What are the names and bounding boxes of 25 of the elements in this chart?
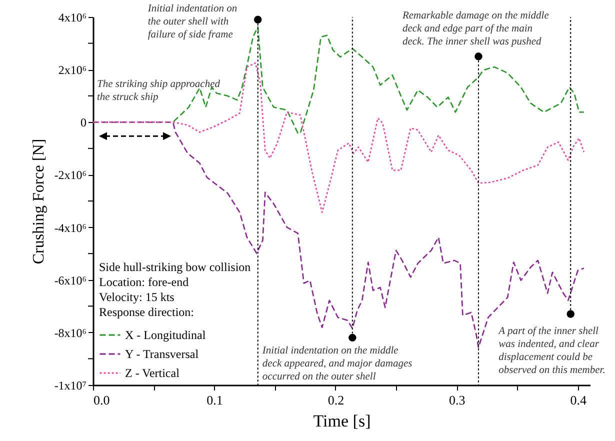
y-tick-label: 0 <box>80 116 86 130</box>
x-tick-label: 0.4 <box>570 392 588 408</box>
x-axis-title: Time [s] <box>313 412 371 430</box>
x-tick-label: 0.0 <box>94 392 110 408</box>
y-tick-label: -8x10⁶ <box>54 326 86 340</box>
legend-label: X - Longitudinal <box>125 328 206 342</box>
x-tick-label: 0.1 <box>206 392 223 408</box>
annotation: Initial indentation on the middle deck appeared, and major damages occurred on the outer shell <box>261 346 412 383</box>
y-tick-label: -4x10⁶ <box>54 220 86 235</box>
y-axis-title: Crushing Force [N] <box>30 138 48 264</box>
legend-label: Z - Vertical <box>125 366 180 380</box>
y-tick-label: 4x10⁶ <box>58 10 86 24</box>
y-tick-label: 2x10⁶ <box>58 63 86 78</box>
annotation: The striking ship approached the struck ship <box>97 79 221 103</box>
legend-title: Side hull-striking bow collision Location: fore-end Velocity: 15 kts Response direction: <box>99 260 251 319</box>
x-tick-label: 0.2 <box>328 392 344 408</box>
x-tick-label: 0.3 <box>449 392 466 408</box>
line-series <box>92 62 585 213</box>
y-tick-label: -2x10⁶ <box>54 168 86 182</box>
annotation: Remarkable damage on the middle deck and edge part of the main deck. The inner shell was pushed <box>401 10 550 48</box>
annotation: A part of the inner shell was indented, and clear displacement could be observed on this member. <box>498 326 606 376</box>
annotation: Initial indentation on the outer shell with failure of side frame <box>146 4 238 41</box>
y-tick-label: -6x10⁶ <box>54 273 86 288</box>
legend-label: Y - Transversal <box>125 347 200 361</box>
y-tick-label: -1x10⁷ <box>54 378 86 392</box>
